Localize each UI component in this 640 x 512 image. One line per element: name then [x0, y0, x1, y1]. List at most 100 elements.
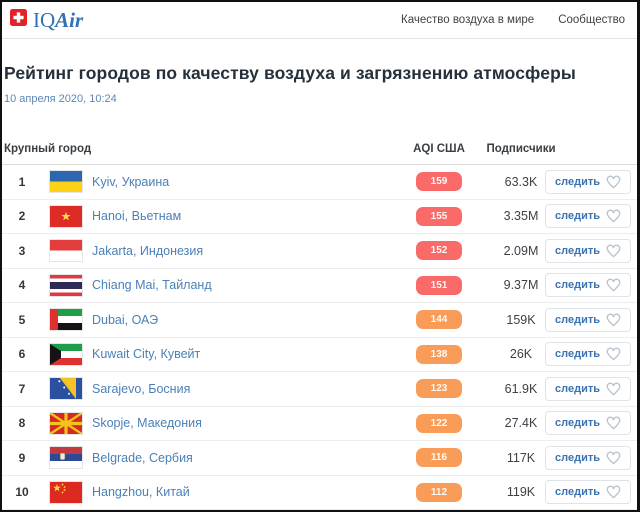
flag-uae-icon	[42, 309, 82, 331]
followers-count: 2.09M	[503, 243, 539, 258]
follow-button[interactable]: следить	[545, 342, 631, 367]
column-header-city: Крупный город	[4, 143, 92, 155]
rank-number: 10	[15, 485, 29, 500]
rank-number: 8	[18, 416, 26, 431]
aqi-badge: 138	[416, 344, 462, 364]
flag-bosnia-icon	[42, 378, 82, 400]
follow-button[interactable]: следить	[545, 169, 631, 194]
city-link[interactable]: Kyiv, Украина	[92, 174, 170, 189]
follow-button-label: следить	[555, 175, 600, 188]
main-nav: Качество воздуха в мире Сообщество	[401, 14, 625, 26]
flag-ukraine-icon	[42, 171, 82, 193]
follow-button[interactable]: следить	[545, 204, 631, 229]
follow-button-label: следить	[555, 313, 600, 326]
swiss-flag-icon	[10, 9, 27, 31]
aqi-badge: 112	[416, 482, 462, 502]
followers-count: 117K	[506, 450, 536, 465]
brand-wordmark: IQAir	[33, 7, 84, 32]
city-link[interactable]: Sarajevo, Босния	[92, 381, 191, 396]
iqair-logo[interactable]: IQAir	[10, 9, 83, 31]
heart-outline-icon	[606, 175, 621, 189]
heart-outline-icon	[606, 244, 621, 258]
follow-button[interactable]: следить	[545, 273, 631, 298]
table-row[interactable]: 2 Hanoi, Вьетнам 155 3.35M следить	[2, 199, 637, 234]
flag-kuwait-icon	[42, 343, 82, 365]
follow-button-label: следить	[555, 244, 600, 257]
rank-number: 4	[18, 278, 26, 293]
follow-button-label: следить	[555, 451, 600, 464]
aqi-badge: 152	[416, 241, 462, 261]
city-link[interactable]: Belgrade, Сербия	[92, 450, 193, 465]
rank-number: 2	[18, 209, 26, 224]
table-row[interactable]: 9 Belgrade, Сербия 116 117K следить	[2, 441, 637, 476]
followers-count: 119K	[506, 485, 536, 500]
city-link[interactable]: Dubai, ОАЭ	[92, 312, 159, 327]
table-row[interactable]: 1 Kyiv, Украина 159 63.3K следить	[2, 165, 637, 200]
city-ranking-table: Крупный город AQI США Подписчики 1 Kyiv,…	[2, 134, 637, 510]
rank-number: 6	[18, 347, 26, 362]
table-row[interactable]: 3 Jakarta, Индонезия 152 2.09M следить	[2, 234, 637, 269]
follow-button[interactable]: следить	[545, 480, 631, 505]
city-link[interactable]: Skopje, Македония	[92, 416, 202, 431]
city-link[interactable]: Jakarta, Индонезия	[92, 243, 204, 258]
heart-outline-icon	[606, 382, 621, 396]
top-navigation-bar: IQAir Качество воздуха в мире Сообщество	[2, 2, 637, 39]
aqi-badge: 116	[416, 448, 462, 468]
followers-count: 27.4K	[504, 416, 538, 431]
follow-button-label: следить	[555, 279, 600, 292]
rank-number: 5	[18, 312, 26, 327]
flag-vietnam-icon	[42, 205, 82, 227]
flag-serbia-icon	[42, 447, 82, 469]
city-link[interactable]: Hanoi, Вьетнам	[92, 209, 182, 224]
table-row[interactable]: 8 Skopje, Македония 122 27.4K следить	[2, 406, 637, 441]
last-updated-timestamp: 10 апреля 2020, 10:24	[4, 93, 117, 105]
table-row[interactable]: 5 Dubai, ОАЭ 144 159K следить	[2, 303, 637, 338]
heart-outline-icon	[606, 416, 621, 430]
table-header-row: Крупный город AQI США Подписчики	[2, 134, 637, 165]
follow-button[interactable]: следить	[545, 307, 631, 332]
followers-count: 3.35M	[503, 209, 539, 224]
nav-item-community[interactable]: Сообщество	[558, 14, 625, 26]
followers-count: 9.37M	[503, 278, 539, 293]
table-row[interactable]: 4 Chiang Mai, Тайланд 151 9.37M следить	[2, 268, 637, 303]
heart-outline-icon	[606, 347, 621, 361]
flag-china-icon	[42, 481, 82, 503]
follow-button[interactable]: следить	[545, 376, 631, 401]
follow-button-label: следить	[555, 417, 600, 430]
city-link[interactable]: Kuwait City, Кувейт	[92, 347, 201, 362]
aqi-badge: 159	[416, 172, 462, 192]
column-header-followers: Подписчики	[486, 143, 556, 155]
table-body: 1 Kyiv, Украина 159 63.3K следить 2 Hano…	[2, 165, 637, 510]
rank-number: 1	[18, 174, 26, 189]
rank-number: 7	[18, 381, 26, 396]
follow-button-label: следить	[555, 348, 600, 361]
city-link[interactable]: Chiang Mai, Тайланд	[92, 278, 212, 293]
follow-button-label: следить	[555, 486, 600, 499]
heart-outline-icon	[606, 451, 621, 465]
aqi-badge: 123	[416, 379, 462, 399]
table-row[interactable]: 7 Sarajevo, Босния 123 61.9K следить	[2, 372, 637, 407]
aqi-badge: 144	[416, 310, 462, 330]
table-row[interactable]: 6 Kuwait City, Кувейт 138 26K следить	[2, 337, 637, 372]
followers-count: 63.3K	[504, 174, 538, 189]
nav-item-world-air-quality[interactable]: Качество воздуха в мире	[401, 14, 535, 26]
column-header-aqi: AQI США	[413, 143, 465, 155]
city-link[interactable]: Hangzhou, Китай	[92, 485, 190, 500]
aqi-badge: 155	[416, 206, 462, 226]
follow-button[interactable]: следить	[545, 411, 631, 436]
page-header: Рейтинг городов по качеству воздуха и за…	[2, 39, 637, 105]
flag-macedonia-icon	[42, 412, 82, 434]
follow-button[interactable]: следить	[545, 445, 631, 470]
flag-indonesia-icon	[42, 240, 82, 262]
followers-count: 61.9K	[504, 381, 538, 396]
follow-button[interactable]: следить	[545, 238, 631, 263]
heart-outline-icon	[606, 278, 621, 292]
followers-count: 159K	[506, 312, 536, 327]
follow-button-label: следить	[555, 210, 600, 223]
page-title: Рейтинг городов по качеству воздуха и за…	[4, 63, 576, 83]
heart-outline-icon	[606, 209, 621, 223]
followers-count: 26K	[509, 347, 533, 362]
follow-button-label: следить	[555, 382, 600, 395]
rank-number: 9	[18, 450, 26, 465]
table-row[interactable]: 10 Hangzhou, Китай 112 119K следить	[2, 475, 637, 510]
